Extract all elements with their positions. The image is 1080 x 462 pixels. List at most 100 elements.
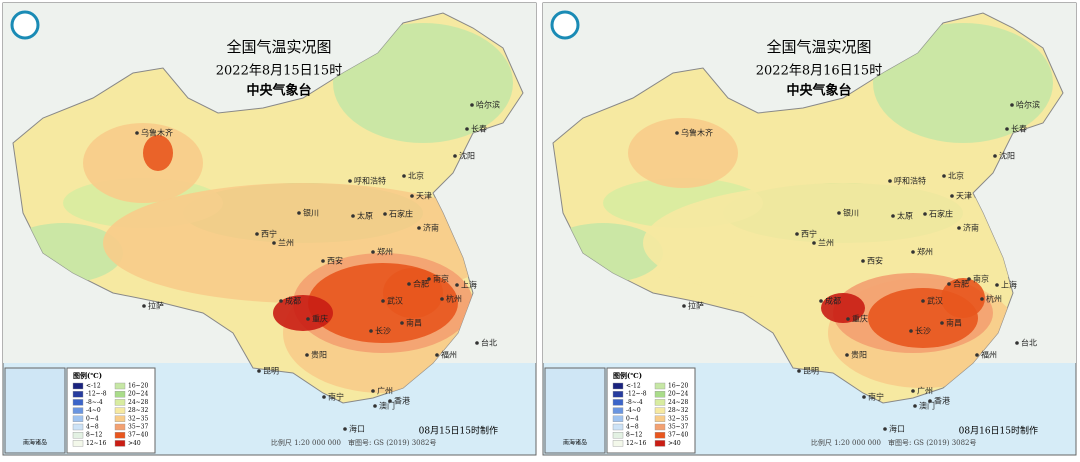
legend-swatch (654, 399, 666, 406)
city-dot (942, 174, 946, 178)
legend-label: 24~28 (128, 399, 148, 406)
legend-label: 4~8 (86, 424, 99, 431)
legend-swatch (654, 423, 666, 431)
city-label: 杭州 (446, 294, 462, 304)
city-dot (388, 399, 392, 403)
legend-swatch (612, 415, 624, 422)
legend-swatch (612, 432, 624, 439)
city-label: 济南 (423, 223, 439, 233)
legend-label: -12~-8 (86, 391, 107, 398)
legend-swatch (654, 407, 666, 414)
legend-swatch (72, 423, 84, 431)
city-label: 哈尔滨 (476, 100, 500, 110)
city-label: 太原 (897, 211, 913, 221)
legend-label: 28~32 (128, 407, 148, 414)
city-label: 福州 (441, 351, 457, 360)
city-dot (142, 304, 146, 308)
map-title: 全国气温实况图 (766, 38, 871, 56)
city-dot (1005, 127, 1009, 131)
city-label: 成都 (825, 296, 841, 306)
inset-label: 南海诸岛 (23, 439, 47, 447)
legend-swatch (72, 407, 84, 414)
legend-label: -12~-8 (626, 391, 647, 398)
city-label: 合肥 (413, 279, 429, 289)
city-dot (995, 283, 999, 287)
city-dot (257, 369, 261, 373)
city-dot (862, 395, 866, 399)
city-dot (911, 389, 915, 393)
legend-label: 32~35 (668, 415, 688, 422)
city-dot (343, 427, 347, 431)
legend-swatch (114, 391, 126, 398)
city-label: 武汉 (927, 296, 943, 306)
legend-label: 4~8 (626, 424, 639, 431)
city-dot (1010, 103, 1014, 107)
city-label: 贵阳 (851, 350, 867, 360)
legend-swatch (612, 423, 624, 431)
legend-swatch (72, 440, 84, 447)
city-dot (453, 154, 457, 158)
agency: 中央气象台 (246, 83, 311, 99)
city-dot (923, 212, 927, 216)
legend-label: 35~37 (668, 424, 688, 431)
legend-label: 37~40 (668, 432, 688, 439)
city-label: 长春 (471, 124, 487, 134)
temp-area (941, 278, 985, 318)
city-dot (440, 297, 444, 301)
city-dot (909, 329, 913, 333)
city-label: 石家庄 (389, 209, 413, 219)
temp-area (628, 118, 738, 188)
city-label: 台北 (481, 338, 497, 348)
city-label: 南京 (973, 274, 989, 284)
city-dot (279, 299, 283, 303)
legend-swatch (72, 391, 84, 398)
city-label: 乌鲁木齐 (141, 128, 173, 138)
legend-swatch (72, 432, 84, 439)
city-label: 乌鲁木齐 (681, 128, 713, 138)
city-dot (417, 226, 421, 230)
legend-label: >40 (128, 440, 141, 447)
city-dot (928, 399, 932, 403)
city-label: 银川 (303, 208, 319, 218)
legend-swatch (114, 407, 126, 414)
city-label: 广州 (917, 386, 933, 396)
city-dot (381, 299, 385, 303)
city-label: 沈阳 (999, 151, 1015, 161)
city-dot (475, 341, 479, 345)
city-label: 南宁 (868, 392, 884, 402)
legend-label: 20~24 (668, 391, 688, 398)
approval: 审图号: GS (2019) 3082号 (888, 438, 977, 447)
legend-swatch (114, 440, 126, 447)
city-label: 南宁 (328, 392, 344, 402)
city-label: 杭州 (986, 294, 1002, 304)
city-dot (255, 232, 259, 236)
city-label: 呼和浩特 (354, 176, 386, 186)
legend-swatch (654, 382, 666, 390)
city-dot (891, 214, 895, 218)
legend-label: >40 (668, 440, 681, 447)
temp-area (873, 23, 1053, 143)
city-dot (921, 299, 925, 303)
city-dot (371, 250, 375, 254)
city-label: 海口 (889, 424, 905, 434)
temp-area (821, 293, 865, 323)
legend-swatch (654, 391, 666, 398)
legend-label: <-12 (86, 383, 101, 390)
logo (550, 10, 580, 40)
legend-label: 8~12 (626, 432, 643, 439)
legend-label: -4~0 (86, 407, 101, 414)
legend-label: 32~35 (128, 415, 148, 422)
inset (544, 367, 606, 454)
city-dot (980, 297, 984, 301)
city-label: 南昌 (406, 318, 422, 328)
city-dot (470, 103, 474, 107)
legend-label: -8~-4 (86, 399, 103, 406)
city-label: 兰州 (278, 238, 294, 248)
legend-swatch (114, 382, 126, 390)
city-dot (351, 214, 355, 218)
city-label: 昆明 (263, 367, 279, 376)
city-label: 天津 (956, 191, 972, 201)
city-dot (846, 317, 850, 321)
city-dot (321, 259, 325, 263)
